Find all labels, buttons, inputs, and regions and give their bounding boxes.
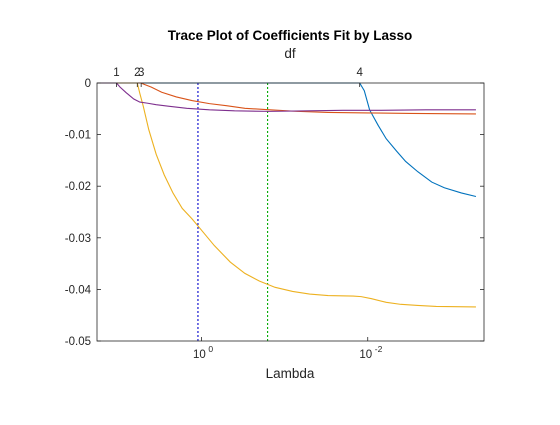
df-tick-label: 3: [138, 67, 144, 79]
vertical-lines-layer: [197, 83, 269, 341]
axes-box: [96, 82, 485, 342]
series-line-3: [97, 82, 476, 308]
top-axis-label-df: df: [284, 46, 296, 61]
series-layer: [97, 82, 477, 308]
df-tick-label: 1: [113, 67, 119, 79]
x-axis-label: Lambda: [266, 366, 315, 381]
x-tick-label-exponent: -2: [375, 344, 383, 354]
series-line-4: [97, 82, 476, 112]
df-tick-label: 2: [134, 67, 140, 79]
y-tick-label: -0.03: [65, 233, 91, 245]
series-line-1: [97, 82, 477, 198]
chart-title: Trace Plot of Coefficients Fit by Lasso: [168, 28, 413, 43]
y-tick-label: -0.01: [65, 130, 91, 142]
x-tick-label-base: 10: [193, 349, 206, 361]
plot-area: [97, 83, 484, 341]
series-line-2: [97, 82, 476, 115]
y-tick-label: -0.05: [65, 336, 91, 348]
df-tick-label: 4: [356, 67, 363, 79]
x-tick-label-exponent: 0: [208, 344, 213, 354]
y-tick-label: -0.04: [65, 284, 92, 296]
y-tick-label: -0.02: [65, 181, 91, 193]
y-tick-label: 0: [85, 78, 91, 90]
x-tick-label-base: 10: [359, 349, 372, 361]
